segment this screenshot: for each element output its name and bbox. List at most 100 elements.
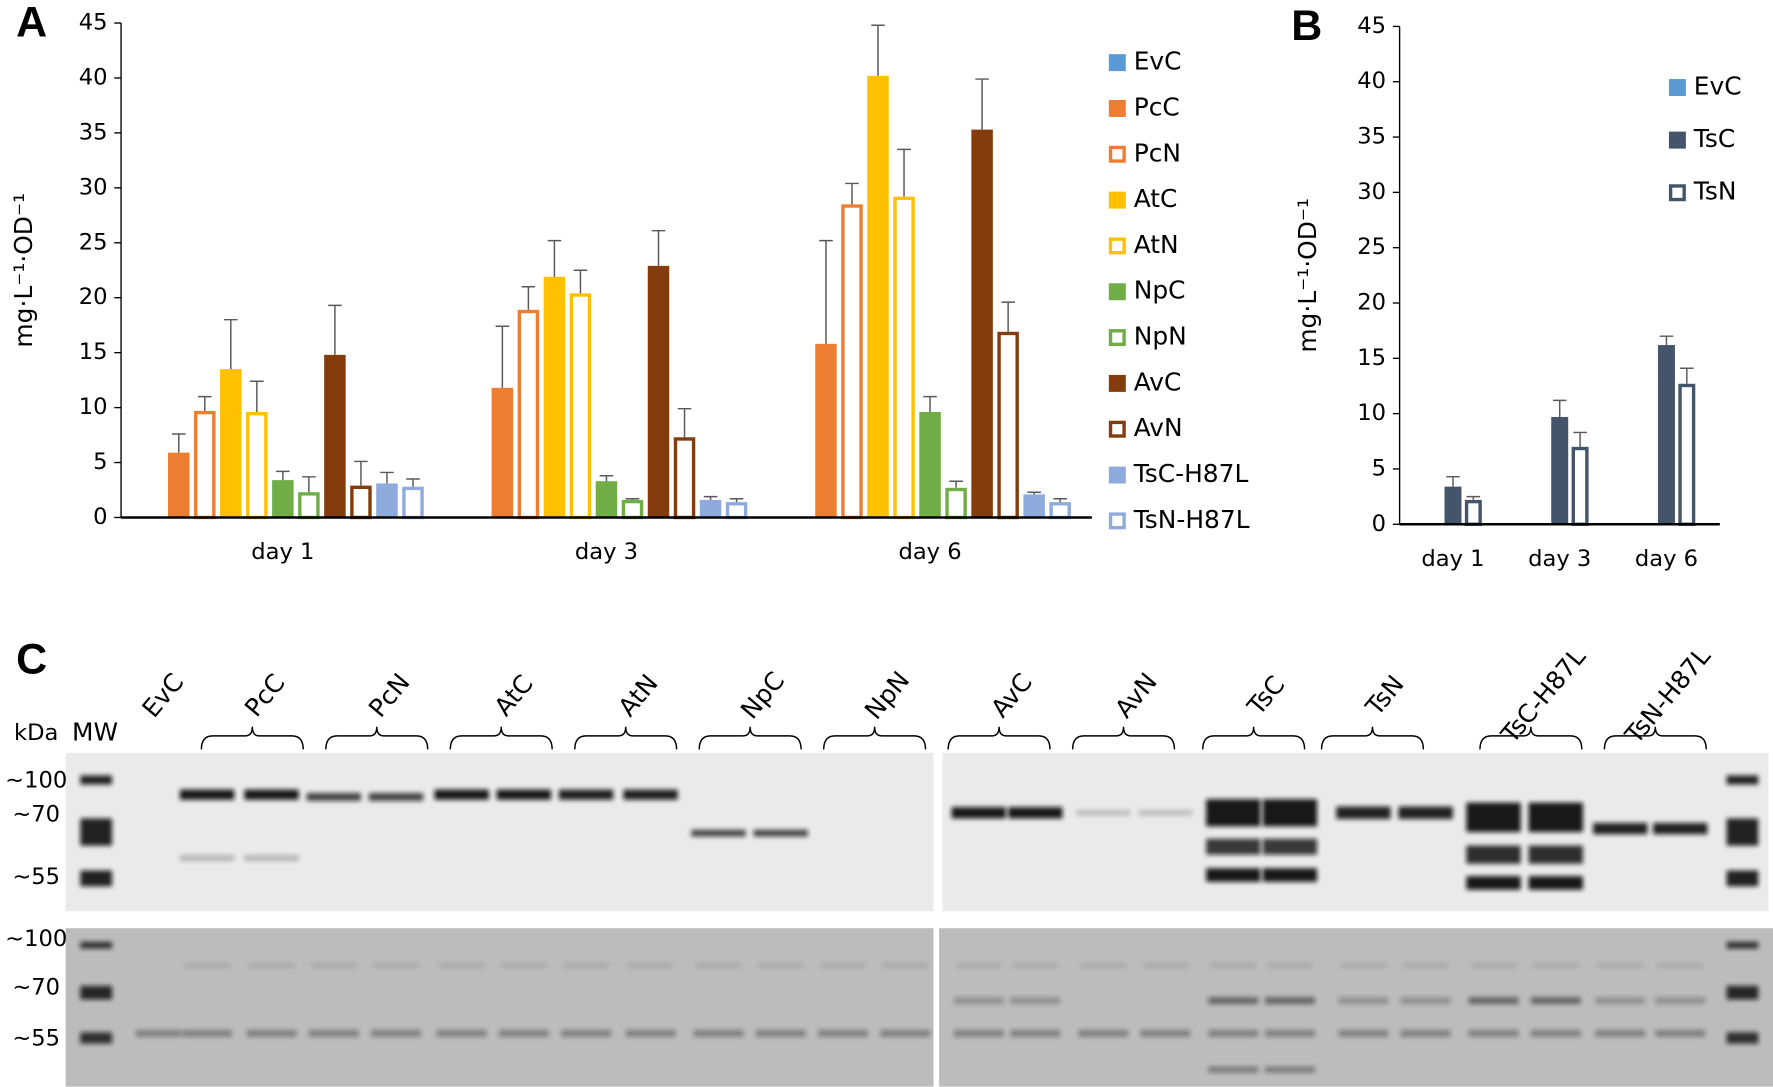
x-tick-label: day 1 [251, 539, 314, 565]
band [953, 997, 1004, 1005]
bar [543, 276, 566, 518]
legend-swatch [1108, 466, 1126, 484]
band [498, 1030, 549, 1037]
band [1655, 1030, 1706, 1037]
x-tick-label: day 1 [1421, 546, 1484, 572]
bar [815, 343, 837, 518]
y-tick-label: 40 [79, 64, 108, 90]
bar [1464, 499, 1482, 526]
y-tick-label: 35 [1357, 124, 1386, 150]
bar [971, 129, 993, 518]
band [1078, 1030, 1129, 1037]
band [1340, 963, 1387, 968]
band [693, 1030, 744, 1037]
band [1726, 775, 1759, 785]
brace [1320, 726, 1425, 750]
panel-label: A [16, 0, 47, 47]
x-tick-label: day 6 [898, 539, 961, 565]
band [434, 789, 489, 800]
y-tick-label: 25 [1357, 234, 1386, 260]
band [1262, 838, 1318, 855]
bar [220, 369, 242, 518]
band [1726, 818, 1759, 846]
error-bar [1466, 495, 1481, 500]
y-tick-label: 40 [1357, 68, 1386, 94]
brace [947, 726, 1051, 750]
band [1528, 845, 1583, 864]
legend-swatch [1108, 420, 1126, 438]
y-tick-label: 10 [1357, 400, 1386, 426]
y-tick-label: 15 [1357, 345, 1386, 371]
legend-label: TsC-H87L [1133, 459, 1249, 488]
legend-label: NpN [1134, 322, 1187, 351]
band [1466, 876, 1521, 890]
error-bar [1659, 335, 1674, 346]
band [1470, 963, 1517, 968]
band [820, 963, 866, 968]
band [1726, 870, 1759, 887]
band [1206, 868, 1261, 882]
error-bar [224, 318, 238, 370]
lane-label: AtC [489, 669, 539, 721]
brace [822, 726, 927, 750]
legend-swatch [1668, 184, 1686, 202]
band [1138, 809, 1193, 816]
band [439, 963, 485, 968]
lane-label: NpN [859, 666, 915, 725]
brace [574, 726, 678, 750]
band [80, 818, 113, 846]
band [1593, 822, 1648, 835]
band [1208, 1066, 1259, 1073]
bar [376, 483, 398, 518]
bar [621, 499, 644, 520]
band [691, 829, 746, 837]
error-bar [1573, 431, 1587, 447]
band [1262, 868, 1318, 882]
band [80, 985, 113, 1000]
band [951, 807, 1006, 819]
band [501, 963, 547, 968]
band [1400, 1030, 1451, 1037]
brace [1202, 726, 1306, 750]
bar [841, 204, 863, 520]
band [1140, 1030, 1191, 1037]
mw-label: ~100 [5, 926, 67, 952]
band [371, 1030, 421, 1037]
y-tick-label: 5 [1372, 455, 1386, 481]
y-tick-label: 0 [93, 504, 107, 530]
band [1208, 1030, 1259, 1037]
error-bar [1446, 475, 1460, 487]
legend-swatch [1108, 329, 1126, 347]
band [1595, 997, 1646, 1005]
legend-swatch [1108, 512, 1126, 530]
bar [699, 499, 722, 518]
error-bar [171, 433, 186, 453]
legend-swatch [1108, 374, 1126, 392]
band [1726, 941, 1759, 949]
error-bar [703, 495, 718, 500]
bar [272, 480, 294, 518]
brace [325, 726, 429, 750]
legend-label: TsC [1693, 124, 1735, 153]
error-bar [573, 269, 588, 294]
legend-label: EvC [1134, 47, 1182, 76]
y-tick-label: 15 [79, 339, 108, 365]
error-bar [923, 395, 937, 412]
bar [517, 309, 540, 520]
bar [1444, 486, 1462, 525]
band [753, 829, 808, 837]
lane-label: PcN [363, 668, 416, 723]
band [1338, 1030, 1389, 1037]
error-bar [380, 471, 394, 484]
mw-label: ~55 [12, 1026, 60, 1052]
error-bar [406, 478, 420, 487]
brace [1479, 726, 1583, 750]
mw-label: ~70 [12, 975, 60, 1001]
band [1338, 997, 1389, 1005]
error-bar [625, 498, 640, 500]
error-bar [1680, 367, 1694, 384]
legend-label: TsN-H87L [1133, 505, 1250, 534]
error-bar [1027, 491, 1041, 495]
band [882, 963, 928, 968]
band [818, 1030, 868, 1037]
